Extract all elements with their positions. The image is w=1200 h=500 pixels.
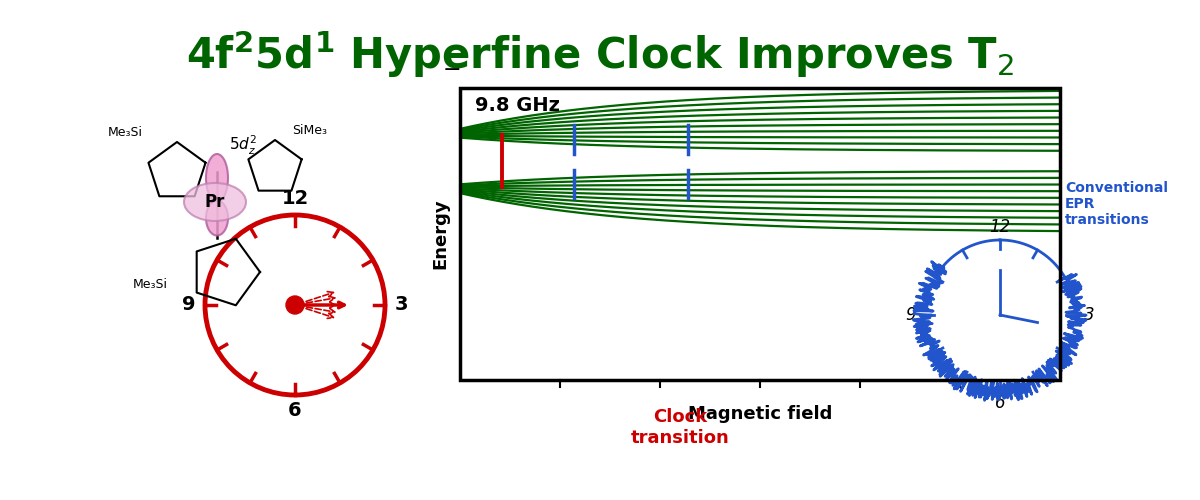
Text: −: −	[443, 60, 461, 80]
Text: $\mathbf{4f^25d^1}$ Hyperfine Clock Improves T$_2$: $\mathbf{4f^25d^1}$ Hyperfine Clock Impr…	[186, 28, 1014, 80]
Text: Clock
transition: Clock transition	[631, 408, 730, 447]
Ellipse shape	[184, 183, 246, 221]
Ellipse shape	[206, 200, 228, 235]
Text: Energy: Energy	[431, 198, 449, 270]
Text: Conventional
EPR
transitions: Conventional EPR transitions	[1066, 181, 1168, 227]
Ellipse shape	[206, 154, 228, 202]
Text: 9.8 GHz: 9.8 GHz	[475, 96, 560, 115]
Text: 6: 6	[288, 402, 302, 420]
Text: Magnetic field: Magnetic field	[688, 405, 832, 423]
Text: 9: 9	[906, 306, 917, 324]
Text: 12: 12	[989, 218, 1010, 236]
Text: $5d_z^2$: $5d_z^2$	[229, 134, 257, 156]
Text: 3: 3	[1084, 306, 1094, 324]
Bar	[460, 88, 1060, 380]
Text: Pr: Pr	[205, 193, 226, 211]
Circle shape	[286, 296, 304, 314]
Text: 9: 9	[182, 296, 196, 314]
Text: 3: 3	[395, 296, 408, 314]
Text: Me₃Si: Me₃Si	[108, 126, 143, 138]
Text: SiMe₃: SiMe₃	[293, 124, 328, 136]
Text: 6: 6	[995, 394, 1006, 412]
Text: 12: 12	[281, 190, 308, 208]
Text: Me₃Si: Me₃Si	[132, 278, 168, 291]
